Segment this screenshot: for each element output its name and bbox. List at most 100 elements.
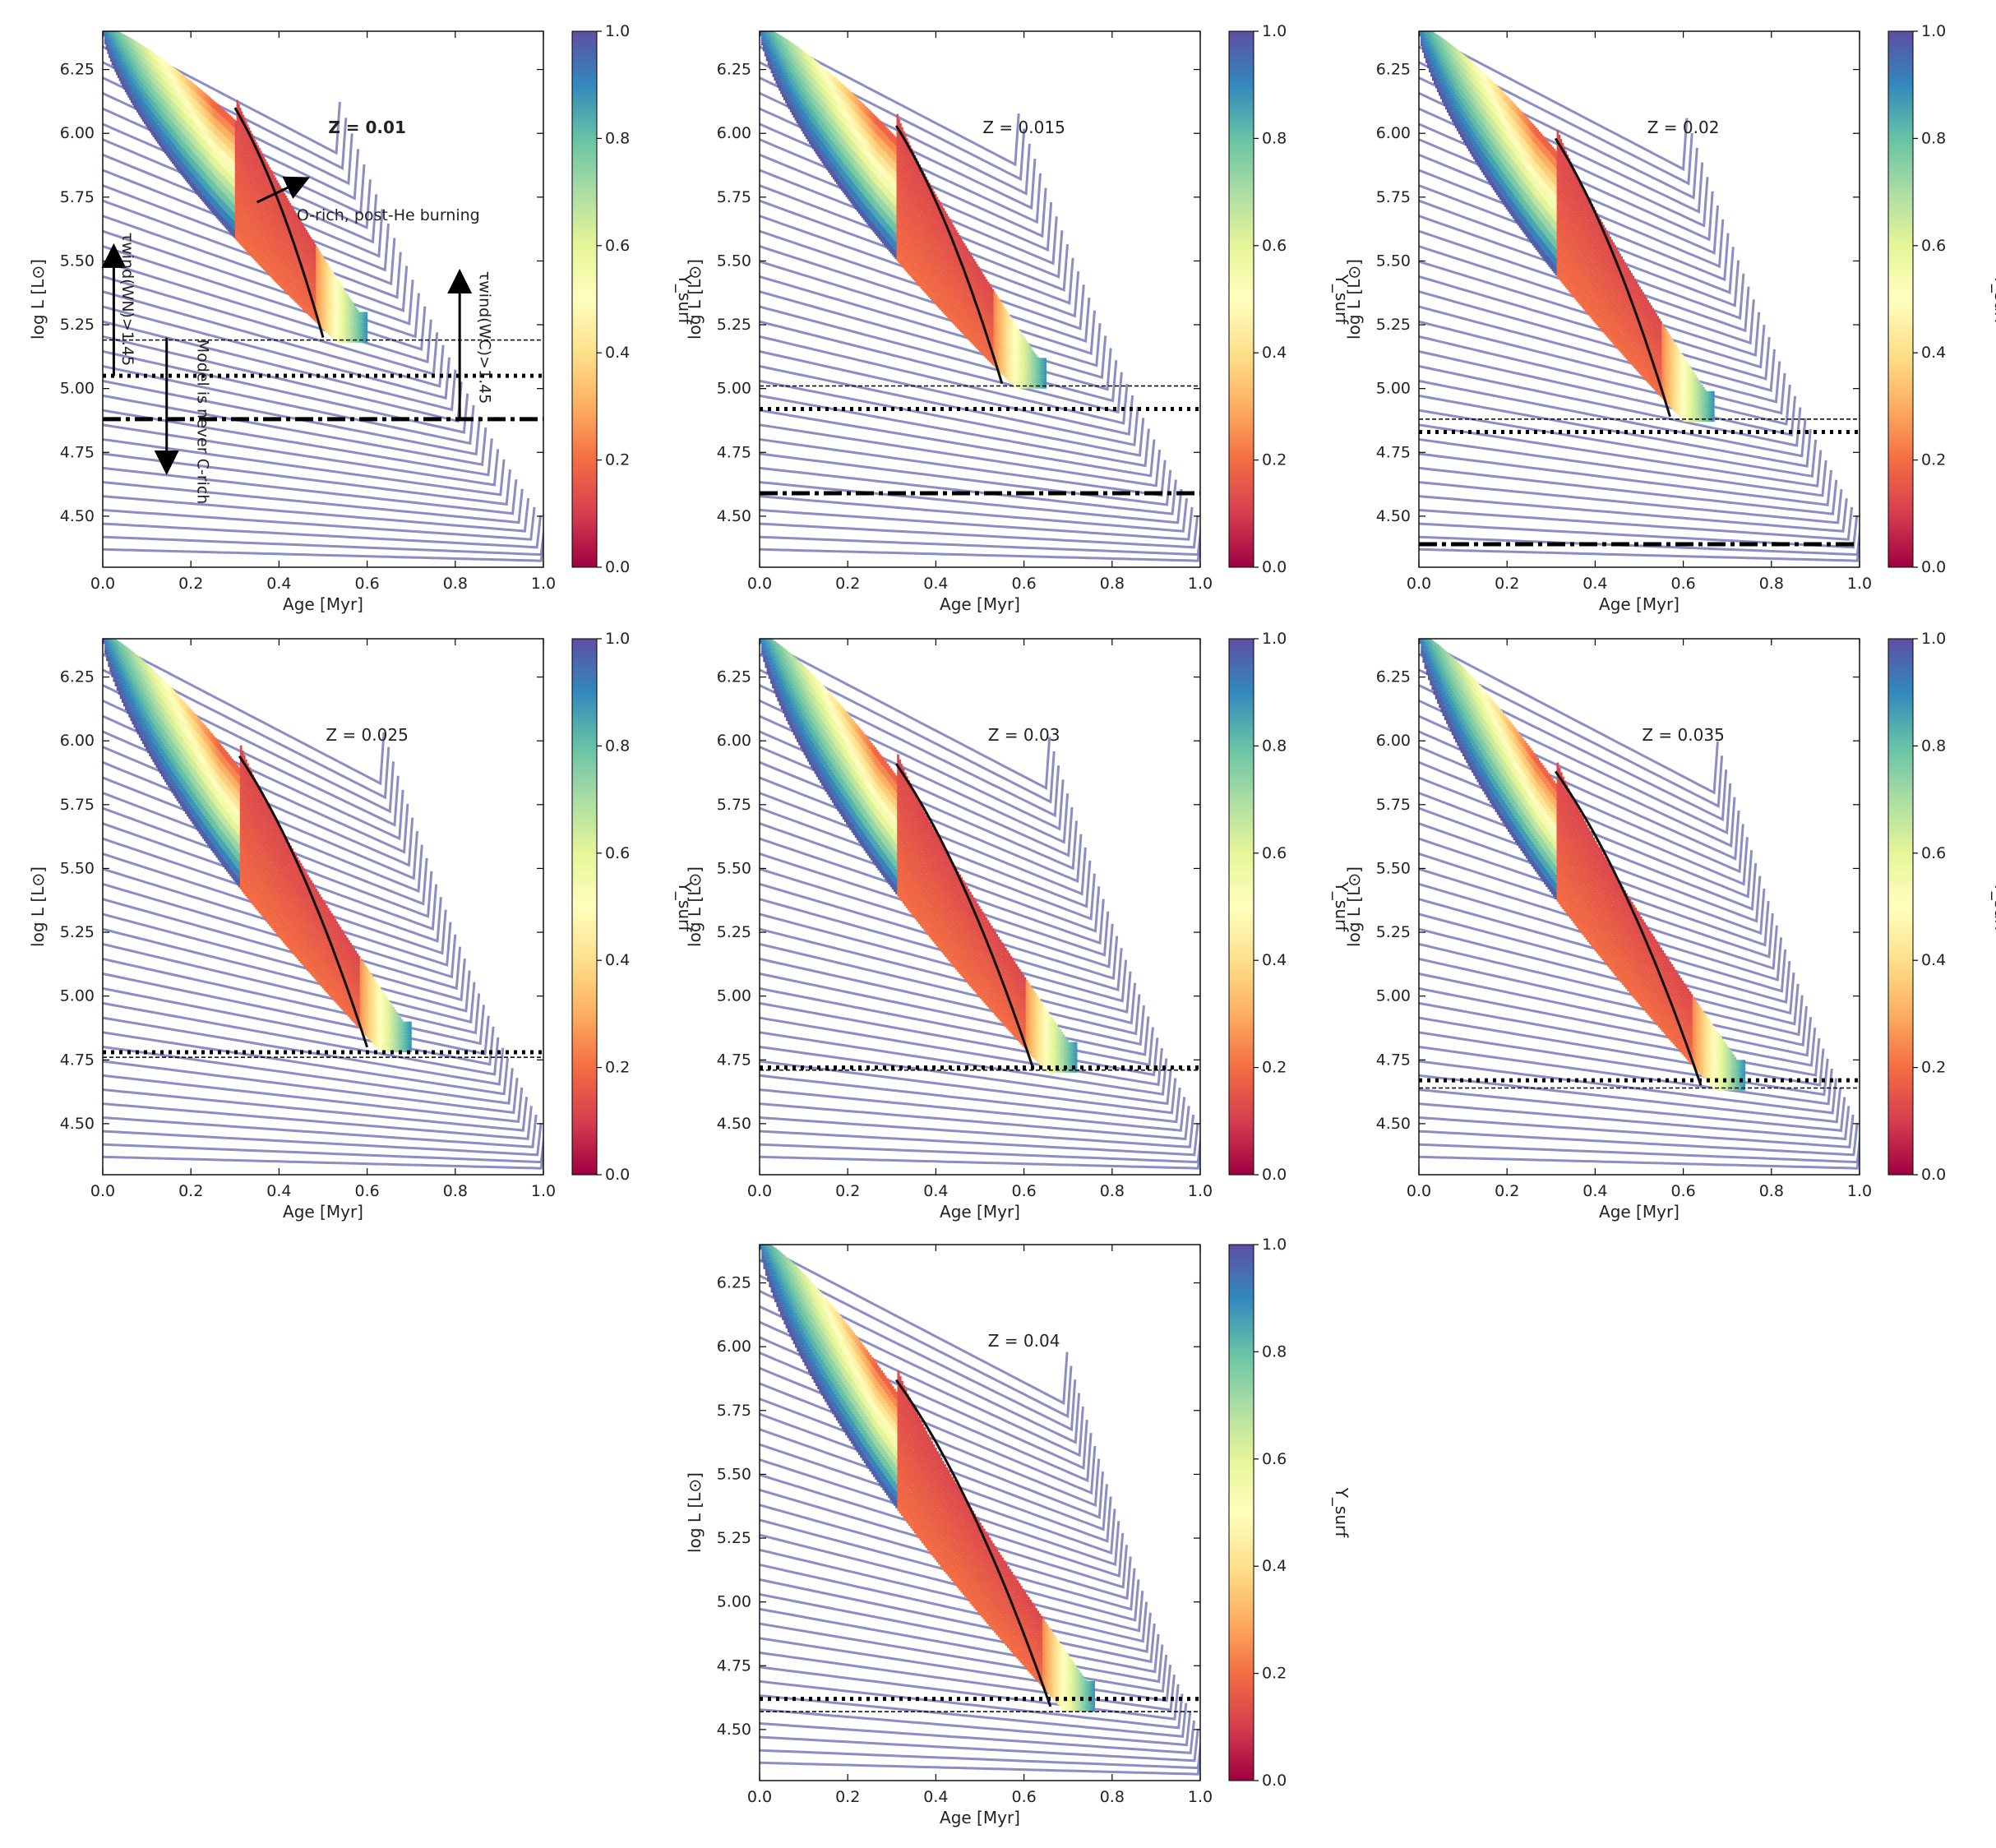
ysurf-strip — [973, 258, 975, 266]
ysurf-strip — [774, 42, 776, 46]
ysurf-strip — [894, 206, 897, 216]
ysurf-strip — [845, 181, 848, 190]
ysurf-strip — [309, 248, 312, 255]
ysurf-strip — [926, 212, 929, 221]
ysurf-strip — [829, 160, 832, 168]
ysurf-strip — [146, 82, 149, 89]
ysurf-strip — [193, 130, 196, 138]
ysurf-strip — [769, 66, 772, 70]
ysurf-strip — [862, 129, 866, 138]
ysurf-strip — [129, 91, 132, 96]
ysurf-strip — [990, 330, 993, 336]
ysurf-strip — [955, 251, 958, 258]
ysurf-strip — [105, 44, 108, 47]
ysurf-strip — [899, 234, 902, 245]
ysurf-strip — [872, 131, 875, 140]
ysurf-strip — [913, 182, 917, 192]
ysurf-strip — [113, 38, 115, 41]
ysurf-strip — [155, 129, 158, 136]
ysurf-strip — [165, 62, 169, 69]
ysurf-strip — [358, 329, 361, 332]
ysurf-strip — [820, 140, 823, 148]
ysurf-strip — [884, 150, 886, 160]
ysurf-strip — [196, 187, 199, 196]
ysurf-strip — [316, 303, 320, 308]
ysurf-strip — [852, 125, 854, 134]
ysurf-strip — [303, 292, 305, 298]
ysurf-strip — [1005, 372, 1007, 378]
ysurf-strip — [879, 223, 881, 232]
ysurf-strip — [247, 245, 251, 255]
ysurf-strip — [219, 164, 223, 173]
ysurf-strip — [255, 150, 258, 159]
ysurf-strip — [888, 182, 891, 192]
ysurf-strip — [789, 47, 792, 53]
ysurf-strip — [877, 178, 880, 187]
ysurf-strip — [783, 82, 786, 87]
ysurf-strip — [359, 329, 363, 332]
ysurf-strip — [835, 169, 839, 177]
ysurf-strip — [926, 204, 929, 213]
ysurf-strip — [853, 135, 856, 144]
ysurf-strip — [348, 299, 350, 303]
ysurf-strip — [217, 211, 219, 220]
ysurf-strip — [912, 197, 915, 207]
ysurf-strip — [256, 196, 259, 205]
ysurf-strip — [826, 91, 829, 99]
ysurf-strip — [934, 241, 937, 250]
ysurf-strip — [933, 262, 936, 271]
ysurf-strip — [172, 115, 174, 122]
ysurf-strip — [886, 232, 889, 242]
ysurf-strip — [267, 227, 270, 235]
ysurf-strip — [305, 235, 307, 242]
ysurf-strip — [1000, 353, 1002, 358]
ysurf-strip — [249, 219, 252, 229]
ysurf-strip — [224, 203, 227, 212]
ysurf-strip — [331, 281, 335, 286]
ysurf-strip — [968, 289, 971, 296]
ysurf-strip — [842, 99, 845, 109]
ysurf-strip — [939, 218, 942, 226]
ysurf-strip — [885, 230, 888, 239]
ysurf-strip — [901, 216, 903, 227]
ysurf-strip — [1020, 357, 1023, 361]
ysurf-strip — [901, 196, 903, 207]
ysurf-strip — [275, 259, 277, 267]
ysurf-strip — [268, 190, 271, 199]
ysurf-strip — [256, 170, 259, 179]
ysurf-strip — [191, 112, 193, 120]
ysurf-strip — [261, 161, 264, 170]
ysurf-strip — [206, 192, 210, 200]
ysurf-strip — [161, 85, 164, 92]
ysurf-strip — [273, 243, 275, 251]
ysurf-strip — [161, 98, 164, 104]
ysurf-strip — [252, 171, 255, 181]
ysurf-strip — [931, 293, 934, 302]
ysurf-strip — [130, 48, 133, 53]
ysurf-strip — [301, 247, 303, 254]
ysurf-strip — [357, 312, 359, 315]
ysurf-strip — [268, 268, 271, 276]
ysurf-strip — [122, 41, 124, 45]
ysurf-strip — [859, 134, 862, 142]
ysurf-strip — [969, 304, 972, 311]
ysurf-strip — [971, 325, 973, 331]
ysurf-strip — [1015, 330, 1019, 335]
ysurf-strip — [114, 53, 117, 58]
ysurf-strip — [277, 182, 280, 191]
ysurf-strip — [152, 58, 155, 65]
ysurf-strip — [107, 27, 109, 29]
ysurf-strip — [267, 180, 270, 188]
ysurf-strip — [192, 98, 195, 106]
ysurf-strip — [286, 225, 289, 233]
ysurf-strip — [764, 42, 767, 44]
ysurf-strip — [882, 141, 885, 150]
ysurf-strip — [904, 231, 907, 242]
ysurf-strip — [229, 199, 232, 208]
ysurf-strip — [950, 279, 953, 287]
ysurf-strip — [801, 113, 803, 120]
ysurf-strip — [314, 316, 316, 322]
ysurf-strip — [936, 205, 939, 213]
track-line — [103, 524, 543, 557]
ysurf-strip — [877, 220, 880, 230]
